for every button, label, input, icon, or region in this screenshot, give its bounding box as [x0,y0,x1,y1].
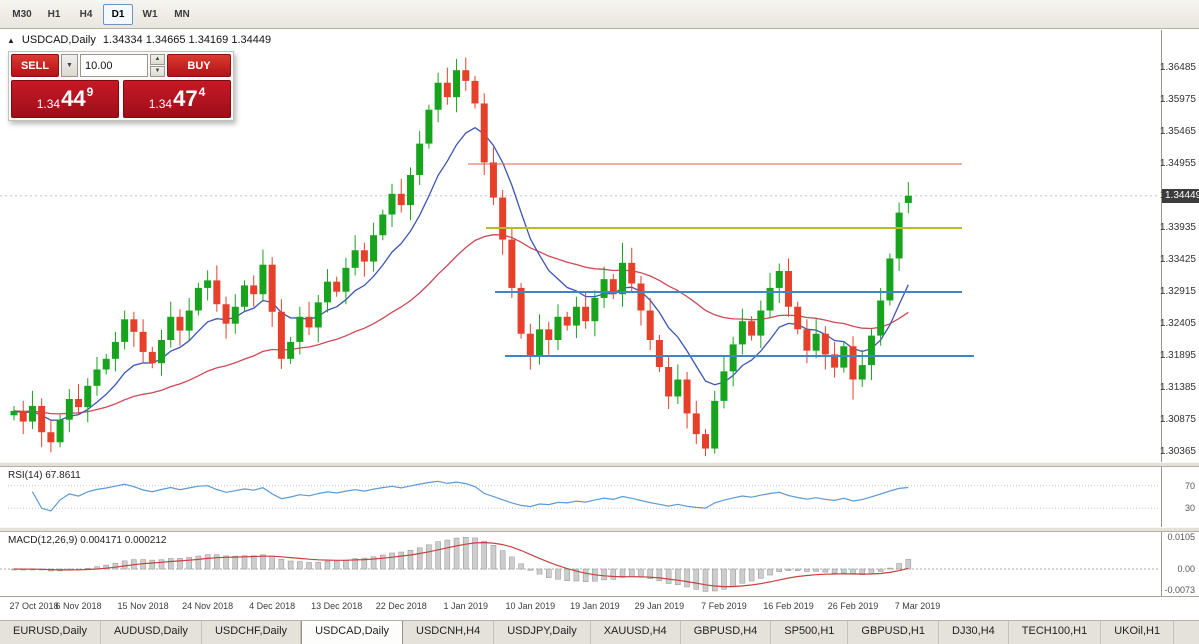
timeframe-button-w1[interactable]: W1 [142,8,158,20]
time-axis-label: 10 Jan 2019 [505,601,556,611]
rsi-chart-canvas[interactable] [0,467,1199,527]
chart-tabs-bar: EURUSD,Daily AUDUSD,Daily USDCHF,Daily USDC… [0,620,1199,644]
time-axis-label: 1 Jan 2019 [443,601,489,611]
macd-level-label: 0.00 [1177,564,1195,575]
price-axis-label: 1.30875 [1159,413,1196,425]
price-axis-label: 1.32915 [1159,285,1196,297]
chart-legend: ▲ USDCAD,Daily 1.34334 1.34665 1.34169 1… [7,34,271,46]
timeframe-button-mn[interactable]: MN [174,8,190,20]
tab-audusd-daily[interactable]: AUDUSD,Daily [101,621,202,644]
sell-price-pips: 44 [61,86,86,111]
volume-decrease-button[interactable]: ▼ [150,66,165,77]
price-axis-label: 1.30365 [1159,445,1196,457]
price-axis-label: 1.33935 [1159,221,1196,233]
tab-ukoil-h1[interactable]: UKOil,H1 [1101,621,1175,644]
price-axis-label: 1.31895 [1159,349,1196,361]
time-axis-label: 19 Jan 2019 [570,601,620,611]
time-axis: 27 Oct 2018 6 Nov 2018 15 Nov 2018 24 Nov 2… [0,596,1199,620]
time-axis-label: 29 Jan 2019 [634,601,685,611]
price-axis-label: 1.34955 [1159,157,1196,169]
candlestick-chart-canvas[interactable] [0,30,1199,462]
moving-averages-layer [13,126,909,421]
chevron-down-icon: ▼ [66,62,73,69]
sell-price-base: 1.34 [36,97,61,111]
tab-usdchf-daily[interactable]: USDCHF,Daily [202,621,302,644]
tab-sp500-h1[interactable]: SP500,H1 [771,621,849,644]
rsi-panel: RSI(14) 67.8611 70 30 [0,467,1199,527]
buy-button[interactable]: BUY [167,54,231,77]
timeframe-button-d1[interactable]: D1 [103,3,133,25]
time-axis-label: 6 Nov 2018 [55,601,102,611]
sell-price-pipette: 9 [86,85,94,99]
one-click-panel-toggle-icon[interactable]: ▲ [7,35,15,45]
timeframe-button-h1[interactable]: H1 [47,8,61,20]
volume-increase-button[interactable]: ▲ [150,54,165,65]
volume-stepper: ▲ ▼ [150,54,165,77]
tab-usdjpy-daily[interactable]: USDJPY,Daily [494,621,591,644]
volume-input[interactable] [80,54,148,77]
time-axis-label: 4 Dec 2018 [249,601,296,611]
time-axis-label: 26 Feb 2019 [827,601,879,611]
price-axis-label: 1.31385 [1159,381,1196,393]
tab-gbpusd-h4[interactable]: GBPUSD,H4 [681,621,772,644]
time-axis-label: 13 Dec 2018 [311,601,363,611]
rsi-level-label: 30 [1184,503,1195,514]
price-axis: 1.364851.359751.354651.349551.344451.339… [1159,30,1199,462]
macd-histogram-layer [11,537,912,592]
rsi-indicator-label: RSI(14) 67.8611 [8,470,81,481]
price-axis-label: 1.35465 [1159,125,1196,137]
price-axis-label: 1.36485 [1159,62,1196,73]
buy-price-display[interactable]: 1.34 47 4 [123,80,231,118]
macd-panel: MACD(12,26,9) 0.004171 0.000212 0.0105 0.… [0,532,1199,596]
macd-level-label: 0.0105 [1167,532,1195,542]
tab-tech100-h1[interactable]: TECH100,H1 [1009,621,1102,644]
panel-divider[interactable] [0,462,1199,467]
tab-eurusd-daily[interactable]: EURUSD,Daily [0,621,101,644]
buy-price-base: 1.34 [148,97,173,111]
buy-price-pipette: 4 [198,85,206,99]
time-axis-label: 16 Feb 2019 [763,601,814,611]
chart-ohlc-values: 1.34334 1.34665 1.34169 1.34449 [102,34,272,46]
time-axis-label: 7 Feb 2019 [701,601,747,611]
time-axis-label: 22 Dec 2018 [375,601,427,611]
time-axis-label: 7 Mar 2019 [894,601,941,611]
tab-usdcnh-h4[interactable]: USDCNH,H4 [403,621,495,644]
timeframe-button-m30[interactable]: M30 [12,8,32,20]
price-axis-label: 1.33425 [1159,253,1196,265]
buy-price-pips: 47 [173,86,198,111]
tab-dj30-h4[interactable]: DJ30,H4 [939,621,1009,644]
panel-divider[interactable] [0,527,1199,532]
timeframe-toolbar: M30 H1 H4 D1 W1 MN [0,0,1199,29]
price-chart-panel: ▲ USDCAD,Daily 1.34334 1.34665 1.34169 1… [0,30,1199,462]
sell-price-display[interactable]: 1.34 44 9 [11,80,119,118]
rsi-level-label: 70 [1184,480,1195,491]
price-axis-label: 1.35975 [1159,93,1196,105]
time-axis-label: 15 Nov 2018 [117,601,169,611]
timeframe-button-h4[interactable]: H4 [79,8,93,20]
macd-indicator-label: MACD(12,26,9) 0.004171 0.000212 [8,535,167,546]
time-axis-label: 27 Oct 2018 [9,601,59,611]
tab-usdcad-daily[interactable]: USDCAD,Daily [301,621,404,644]
tab-xauusd-h4[interactable]: XAUUSD,H4 [591,621,681,644]
sell-button[interactable]: SELL [11,54,59,77]
horizontal-line-objects[interactable] [468,163,974,357]
current-price-badge: 1.34449 [1162,188,1199,203]
time-axis-label: 24 Nov 2018 [182,601,234,611]
volume-dropdown-button[interactable]: ▼ [61,54,78,77]
macd-level-label: -0.0073 [1164,585,1195,595]
price-axis-label: 1.32405 [1159,317,1196,329]
macd-chart-canvas[interactable] [0,532,1199,596]
chart-symbol-label: USDCAD,Daily [21,34,96,46]
tab-gbpusd-h1[interactable]: GBPUSD,H1 [848,621,939,644]
